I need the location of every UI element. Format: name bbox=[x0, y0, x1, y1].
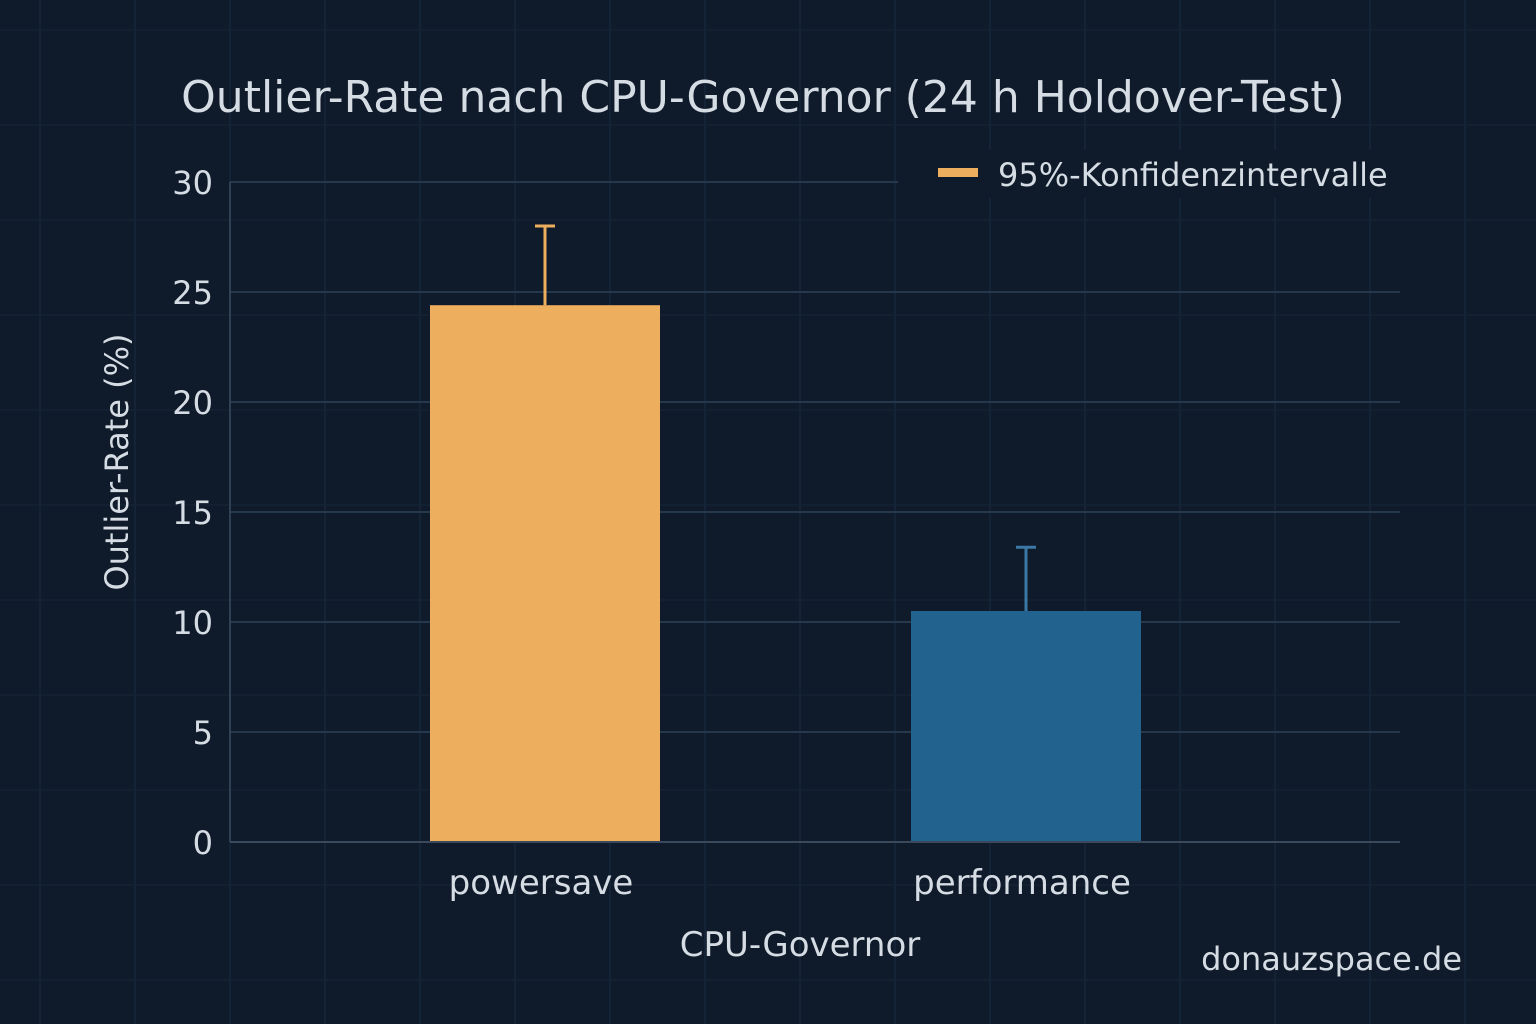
chart-title: Outlier-Rate nach CPU-Governor (24 h Hol… bbox=[181, 72, 1345, 123]
y-tick-label: 20 bbox=[172, 384, 213, 422]
y-tick-label: 10 bbox=[172, 604, 213, 642]
watermark: donauzspace.de bbox=[1201, 940, 1462, 978]
x-tick-label: performance bbox=[913, 863, 1131, 903]
x-axis-label: CPU-Governor bbox=[680, 925, 921, 965]
y-tick-label: 25 bbox=[172, 274, 213, 312]
legend-swatch bbox=[938, 168, 978, 177]
gridlines bbox=[230, 181, 1400, 733]
y-axis-label: Outlier-Rate (%) bbox=[98, 333, 136, 590]
legend-label: 95%-Konfidenzintervalle bbox=[998, 156, 1388, 194]
x-tick-label: powersave bbox=[449, 863, 634, 903]
bar-powersave bbox=[430, 305, 660, 842]
y-tick-label: 0 bbox=[193, 824, 213, 862]
bar-performance bbox=[911, 611, 1141, 842]
y-tick-label: 30 bbox=[172, 164, 213, 202]
y-tick-label: 15 bbox=[172, 494, 213, 532]
x-tick-labels: powersave performance bbox=[449, 863, 1131, 903]
legend: 95%-Konfidenzintervalle bbox=[898, 150, 1408, 198]
y-tick-labels: 0 5 10 15 20 25 30 bbox=[172, 164, 213, 862]
y-tick-label: 5 bbox=[193, 714, 213, 752]
bars bbox=[430, 224, 1141, 842]
